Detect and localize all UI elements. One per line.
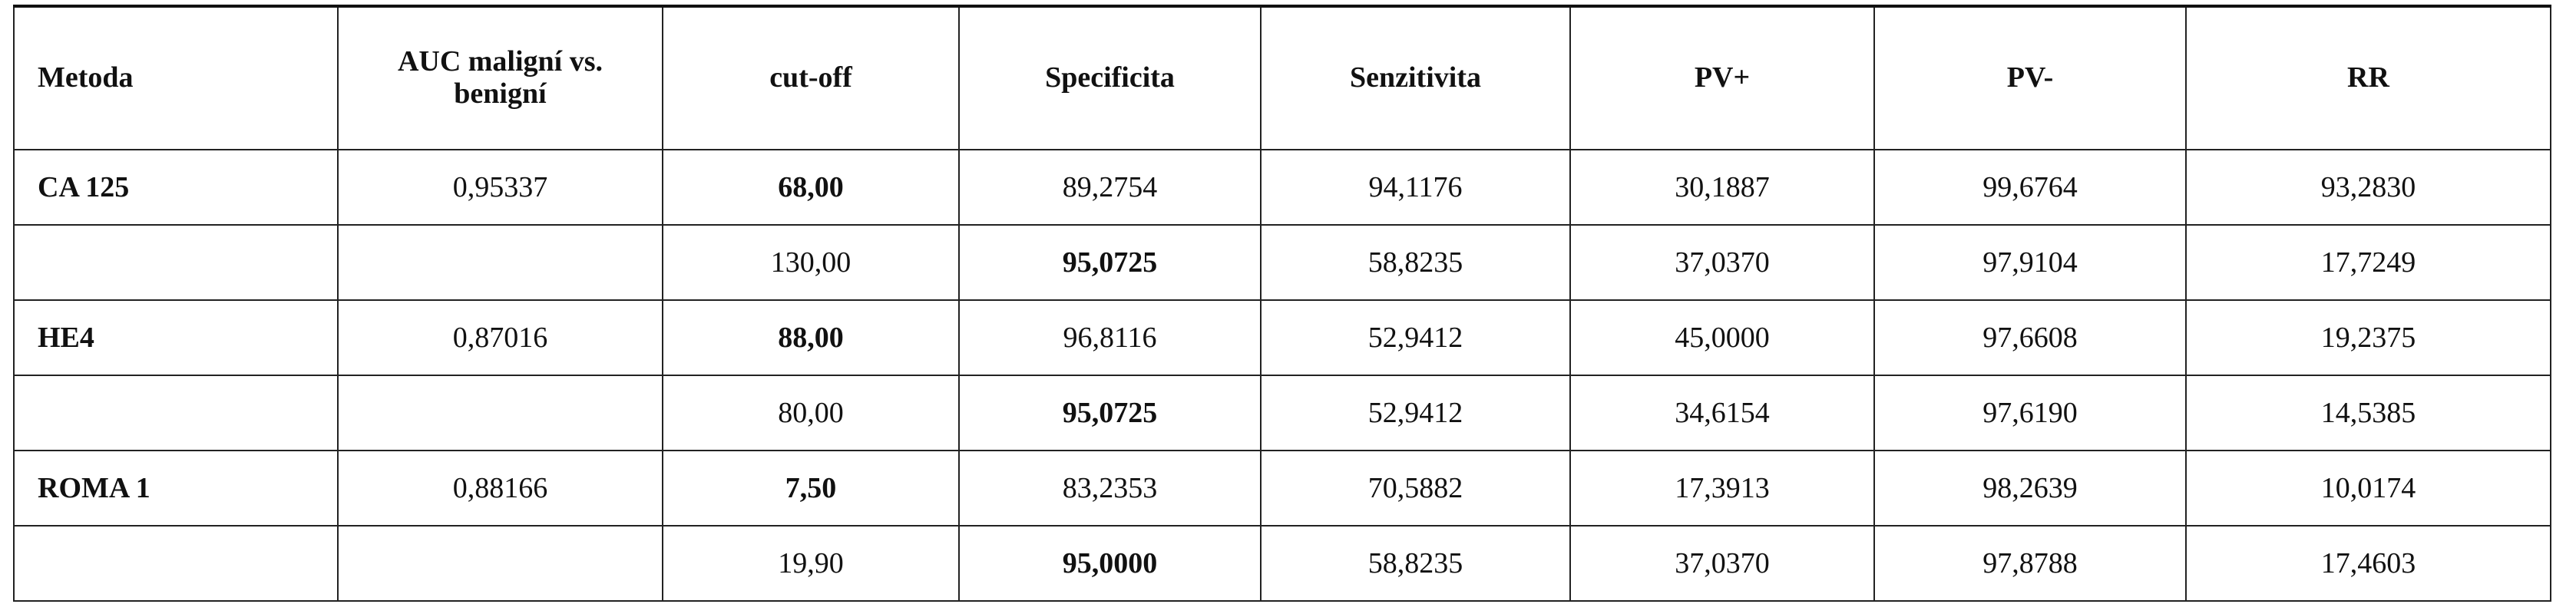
cell: 58,8235 <box>1260 525 1571 602</box>
cell: 14,5385 <box>2185 375 2551 451</box>
cell: 34,6154 <box>1569 375 1875 451</box>
row: ROMA 1 0,88166 7,50 83,2353 70,5882 17,3… <box>13 450 2551 527</box>
cell: 99,6764 <box>1873 149 2187 226</box>
cell: 80,00 <box>662 375 960 451</box>
cell: 130,00 <box>662 224 960 301</box>
header-cell: Metoda <box>13 5 339 150</box>
cell: 95,0725 <box>958 375 1262 451</box>
auc: 0,95337 <box>337 149 663 226</box>
cell: 17,7249 <box>2185 224 2551 301</box>
cell: 52,9412 <box>1260 299 1571 376</box>
cell: 19,90 <box>662 525 960 602</box>
row: 80,00 95,0725 52,9412 34,6154 97,6190 14… <box>13 375 2551 451</box>
header-cell: AUC maligní vs. benigní <box>337 5 663 150</box>
cell: 45,0000 <box>1569 299 1875 376</box>
header-cell: PV+ <box>1569 5 1875 150</box>
row: 130,00 95,0725 58,8235 37,0370 97,9104 1… <box>13 224 2551 301</box>
empty-cell <box>13 525 339 602</box>
cell: 95,0000 <box>958 525 1262 602</box>
empty-cell <box>337 224 663 301</box>
cell: 83,2353 <box>958 450 1262 527</box>
cell: 37,0370 <box>1569 525 1875 602</box>
cell: 19,2375 <box>2185 299 2551 376</box>
cell: 30,1887 <box>1569 149 1875 226</box>
cell: 89,2754 <box>958 149 1262 226</box>
cell: 17,3913 <box>1569 450 1875 527</box>
cell: 93,2830 <box>2185 149 2551 226</box>
cell: 68,00 <box>662 149 960 226</box>
cell: 17,4603 <box>2185 525 2551 602</box>
auc: 0,87016 <box>337 299 663 376</box>
cell: 37,0370 <box>1569 224 1875 301</box>
empty-cell <box>13 375 339 451</box>
header-cell: Senzitivita <box>1260 5 1571 150</box>
cell: 97,6608 <box>1873 299 2187 376</box>
header-cell: Specificita <box>958 5 1262 150</box>
empty-cell <box>337 525 663 602</box>
cell: 58,8235 <box>1260 224 1571 301</box>
method: CA 125 <box>13 149 339 226</box>
cell: 88,00 <box>662 299 960 376</box>
cell: 96,8116 <box>958 299 1262 376</box>
results-table: Metoda AUC maligní vs. benigní cut-off S… <box>13 5 2551 602</box>
method: HE4 <box>13 299 339 376</box>
cell: 10,0174 <box>2185 450 2551 527</box>
method: ROMA 1 <box>13 450 339 527</box>
cell: 95,0725 <box>958 224 1262 301</box>
cell: 7,50 <box>662 450 960 527</box>
auc: 0,88166 <box>337 450 663 527</box>
header-row: Metoda AUC maligní vs. benigní cut-off S… <box>13 5 2551 150</box>
row: CA 125 0,95337 68,00 89,2754 94,1176 30,… <box>13 149 2551 226</box>
cell: 70,5882 <box>1260 450 1571 527</box>
empty-cell <box>337 375 663 451</box>
row: 19,90 95,0000 58,8235 37,0370 97,8788 17… <box>13 525 2551 602</box>
cell: 97,8788 <box>1873 525 2187 602</box>
cell: 98,2639 <box>1873 450 2187 527</box>
row: HE4 0,87016 88,00 96,8116 52,9412 45,000… <box>13 299 2551 376</box>
header-cell: PV- <box>1873 5 2187 150</box>
cell: 97,6190 <box>1873 375 2187 451</box>
header-cell: cut-off <box>662 5 960 150</box>
empty-cell <box>13 224 339 301</box>
cell: 97,9104 <box>1873 224 2187 301</box>
cell: 94,1176 <box>1260 149 1571 226</box>
header-cell: RR <box>2185 5 2551 150</box>
cell: 52,9412 <box>1260 375 1571 451</box>
